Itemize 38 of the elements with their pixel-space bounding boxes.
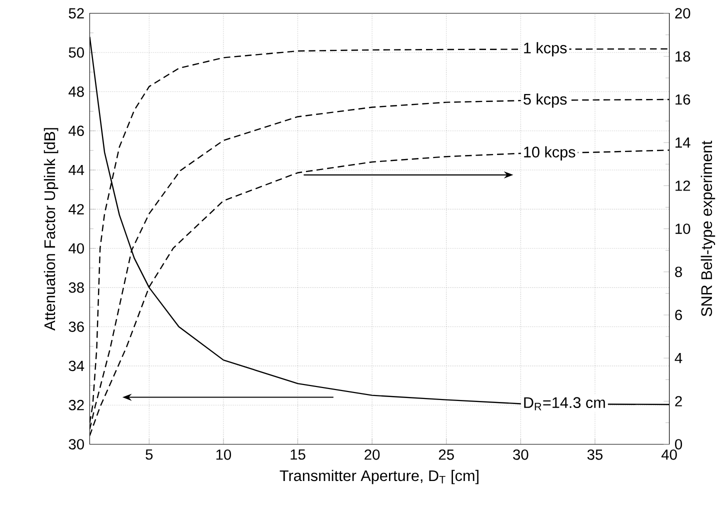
series-label: 1 kcps: [524, 42, 567, 56]
x-tick-label: 20: [364, 449, 380, 460]
y-tick-label: 50: [68, 47, 84, 58]
y-tick-label: 34: [68, 360, 84, 372]
y2-tick-label: 12: [676, 180, 690, 191]
x-tick-label: 30: [513, 449, 528, 460]
y-tick-label: 38: [68, 282, 84, 293]
y-tick-label: 44: [68, 164, 84, 176]
y2-tick-label: 4: [674, 353, 682, 364]
y-tick-label: 42: [68, 204, 84, 214]
y-tick-label: 30: [68, 439, 84, 450]
y2-axis-title: SNR Bell-type experiment: [700, 140, 716, 316]
x-tick-label: 10: [216, 449, 232, 460]
y-tick-label: 40: [68, 243, 84, 254]
y2-tick-label: 20: [675, 8, 690, 18]
x-tick-label: 5: [146, 449, 153, 460]
y-tick-label: 48: [68, 86, 84, 97]
x-axis-title: Transmitter Aperture, D$_{T}$ [cm]: [280, 470, 478, 484]
series-label: 10 kcps: [524, 146, 576, 161]
y2-tick-label: 2: [675, 396, 682, 406]
y-tick-label: 52: [68, 8, 84, 18]
series-label: 5 kcps: [524, 93, 567, 108]
y-tick-label: 36: [68, 322, 84, 332]
x-tick-label: 35: [587, 449, 603, 460]
y2-tick-label: 16: [676, 94, 690, 105]
x-tick-label: 15: [290, 449, 306, 460]
y-tick-label: 46: [68, 126, 84, 136]
x-tick-label: 40: [661, 449, 677, 460]
y-tick-label: 32: [68, 400, 84, 410]
y2-tick-label: 0: [675, 439, 682, 450]
y2-tick-label: 18: [676, 51, 690, 62]
y2-tick-label: 8: [675, 266, 682, 278]
y2-tick-label: 10: [676, 224, 690, 234]
y2-tick-label: 6: [675, 310, 682, 320]
y-axis-title: Attenuation Factor Uplink [dB]: [44, 128, 58, 331]
y2-tick-label: 14: [676, 138, 690, 148]
x-tick-label: 25: [438, 449, 454, 460]
series-label: D$_{R}$=14.3 cm: [524, 397, 605, 410]
